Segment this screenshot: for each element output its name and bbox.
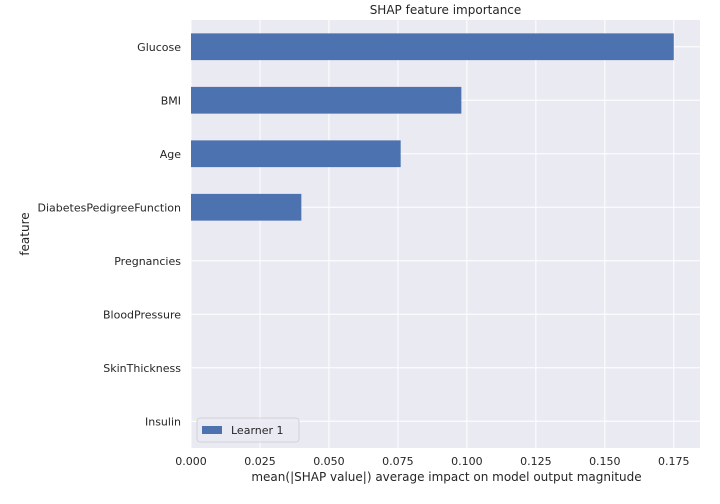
x-tick-label: 0.100: [451, 455, 483, 468]
legend-label: Learner 1: [231, 424, 284, 437]
bar-diabetespedigreefunction: [191, 193, 302, 221]
bar-age: [191, 140, 401, 168]
x-tick-label: 0.150: [589, 455, 621, 468]
y-tick-label: BloodPressure: [103, 308, 181, 321]
y-tick-label: Insulin: [145, 415, 181, 428]
x-tick-label: 0.025: [244, 455, 276, 468]
x-tick-label: 0.050: [313, 455, 345, 468]
legend-swatch: [202, 426, 222, 434]
x-axis-label: mean(|SHAP value|) average impact on mod…: [251, 470, 641, 484]
x-tick-labels: 0.000 0.025 0.050 0.075 0.100 0.125 0.150 0.175: [175, 455, 689, 468]
bar-glucose: [191, 33, 674, 61]
y-tick-label: Glucose: [137, 41, 181, 54]
y-tick-label: SkinThickness: [103, 362, 181, 375]
y-tick-label: Age: [160, 148, 182, 161]
bars: [191, 33, 674, 221]
plot-area: [191, 20, 700, 448]
x-tick-label: 0.000: [175, 455, 207, 468]
x-tick-label: 0.075: [382, 455, 414, 468]
x-tick-label: 0.125: [520, 455, 552, 468]
y-tick-labels: Glucose BMI Age DiabetesPedigreeFunction Pre…: [38, 41, 182, 429]
y-tick-label: DiabetesPedigreeFunction: [38, 201, 181, 214]
legend: Learner 1: [196, 417, 300, 443]
bar-bmi: [191, 86, 462, 114]
y-tick-label: BMI: [161, 94, 181, 107]
y-axis-label: feature: [18, 212, 32, 255]
x-tick-label: 0.175: [658, 455, 690, 468]
legend-box: [196, 417, 300, 443]
y-tick-label: Pregnancies: [114, 255, 181, 268]
chart-title: SHAP feature importance: [370, 3, 522, 17]
